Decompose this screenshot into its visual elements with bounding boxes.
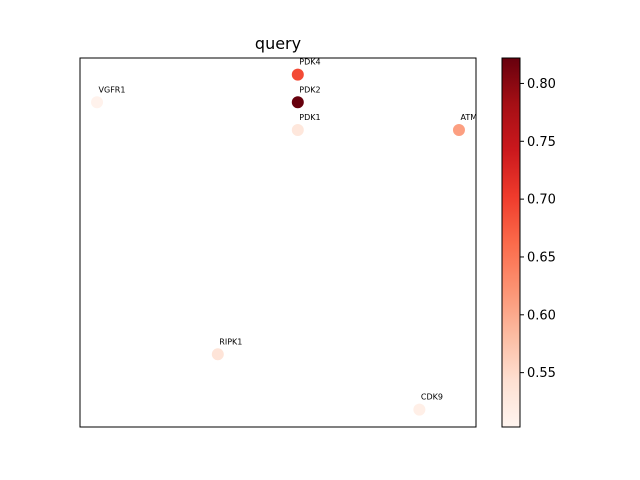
point-ripk1 <box>211 348 224 361</box>
point-label-cdk9: CDK9 <box>421 393 443 402</box>
chart-title: query <box>255 34 301 53</box>
colorbar-ticks: 0.55 0.60 0.65 0.70 0.75 0.80 <box>520 77 556 381</box>
colorbar-tick-label: 0.80 <box>527 77 556 92</box>
point-vgfr1 <box>91 96 104 109</box>
point-cdk9 <box>413 403 426 416</box>
point-pdk1 <box>291 123 304 136</box>
point-label-pdk2: PDK2 <box>299 85 320 94</box>
points-layer <box>91 68 465 416</box>
colorbar-tick-label: 0.70 <box>527 193 556 208</box>
labels-layer: PDK4 VGFR1 PDK2 PDK1 ATM RIPK1 CDK9 <box>99 58 478 402</box>
colorbar-tick-label: 0.55 <box>527 366 556 381</box>
point-pdk4 <box>291 68 304 81</box>
colorbar-tick-label: 0.75 <box>527 135 556 150</box>
point-label-vgfr1: VGFR1 <box>99 85 126 94</box>
point-pdk2 <box>291 96 304 109</box>
point-label-pdk4: PDK4 <box>299 58 320 67</box>
point-label-ripk1: RIPK1 <box>219 337 242 346</box>
point-label-atm: ATM <box>460 113 477 122</box>
plot-area <box>79 57 477 428</box>
colorbar <box>501 57 521 428</box>
colorbar-tick-label: 0.65 <box>527 250 556 265</box>
point-label-pdk1: PDK1 <box>299 113 320 122</box>
colorbar-tick-label: 0.60 <box>527 308 556 323</box>
point-atm <box>452 123 465 136</box>
